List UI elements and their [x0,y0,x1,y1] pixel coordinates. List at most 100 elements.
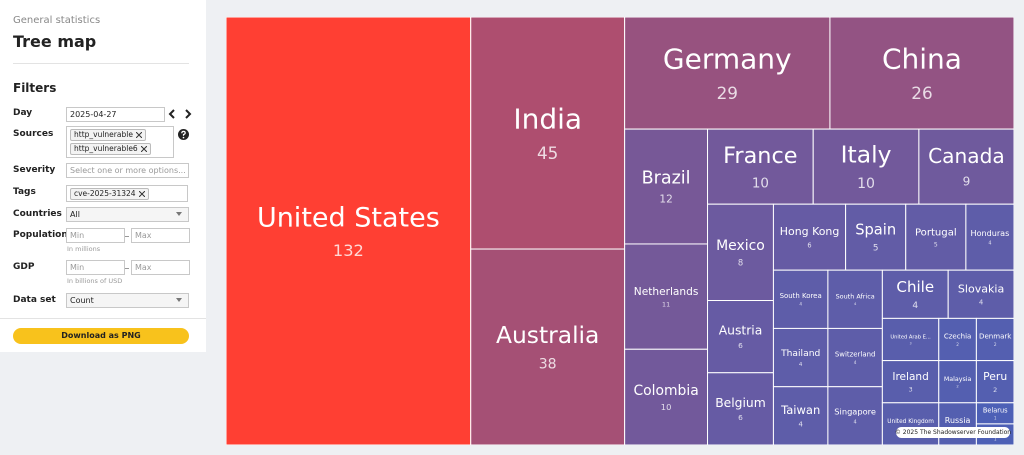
tag[interactable]: cve-2025-31324 [70,188,149,200]
cell-value: 45 [537,143,558,163]
download-button[interactable]: Download as PNG [13,328,189,344]
tag-text: cve-2025-31324 [74,189,136,198]
sidebar: General statistics Tree map Filters Day … [0,0,206,352]
cell-value: 1 [994,436,997,441]
cell-label: Honduras [971,229,1010,238]
cell-value: 5 [934,242,938,249]
cell-value: 9 [963,174,971,188]
credit: © 2025 The Shadowserver Foundation [895,429,1011,436]
treemap-cell [947,269,1014,319]
title: Tree map [13,32,97,51]
treemap-cell [845,203,907,271]
treemap-cell [827,327,883,388]
cell-value: 38 [539,357,557,373]
field-label: Tags [13,187,36,197]
treemap-cell [881,269,949,319]
cell-value: 26 [911,83,932,103]
tag-text: http_vulnerable [74,130,133,139]
dataset-select[interactable]: Count [66,293,189,308]
cell-label: South Africa [836,292,875,300]
cell-value: 4 [979,299,983,307]
cell-value: 3 [910,341,912,345]
cell-value: 2 [956,383,959,388]
max-input[interactable]: Max [131,228,190,243]
cell-label: China [882,42,962,75]
cell-label: Netherlands [634,286,699,298]
cell-label: United Arab E... [890,335,931,341]
cell-label: United States [257,202,440,233]
treemap-cell [975,317,1014,362]
cell-label: Russia [945,416,971,425]
treemap-cell [938,360,977,404]
cell-value: 4 [799,362,803,368]
treemap-cell [827,386,883,445]
cell-label: Spain [855,222,896,239]
min-input[interactable]: Min [66,260,125,275]
cell-label: Canada [928,144,1005,168]
sources-input[interactable]: http_vulnerable http_vulnerable6 [66,126,174,158]
cell-label: Hong Kong [780,225,840,238]
countries-select[interactable]: All [66,207,189,222]
treemap-cell [938,317,977,362]
treemap-cell [812,128,920,205]
cell-label: Slovakia [958,282,1004,295]
divider [13,63,189,64]
cell-label: Italy [841,141,892,169]
cell-label: Colombia [633,383,698,399]
cell-value: 6 [738,341,743,350]
cell-value: 4 [799,302,802,307]
cell-label: Portugal [915,228,957,239]
tag[interactable]: http_vulnerable6 [70,143,151,155]
treemap-cell [226,17,472,445]
cell-label: Germany [663,42,792,75]
tag[interactable]: http_vulnerable [70,129,146,141]
cell-value: 2 [993,386,997,394]
treemap-cell [772,386,829,445]
cell-value: 10 [661,402,672,412]
cell-label: Australia [496,321,599,349]
treemap-cell [829,17,1014,130]
cell-label: Belarus [983,406,1008,414]
cell-value: 1 [994,415,997,420]
cell-value: 6 [807,241,811,249]
field-label: Countries [13,209,62,219]
field-label: GDP [13,262,35,272]
treemap: United States132India45Australia38German… [226,17,1014,445]
field-label: Day [13,108,33,118]
cell-label: Austria [719,324,763,338]
date-input[interactable]: 2025-04-27 [66,107,165,122]
max-input[interactable]: Max [131,260,190,275]
treemap-cell [624,128,709,245]
cell-label: Peru [983,370,1007,383]
severity-input[interactable]: Select one or more options... [66,163,189,178]
field-label: Severity [13,165,56,175]
min-input[interactable]: Min [66,228,125,243]
cell-label: Malaysia [944,376,972,383]
filters-heading: Filters [13,81,57,95]
cell-label: India [513,102,582,135]
help-icon[interactable] [178,129,189,140]
cell-label: Brazil [642,169,691,189]
cell-label: United Kingdom [887,419,934,425]
cell-label: Taiwan [780,403,820,417]
cell-label: Denmark [979,331,1012,340]
cell-value: 3 [909,387,913,394]
cell-value: 2 [956,342,959,347]
cell-value: 10 [752,176,769,191]
cell-value: 4 [854,420,857,426]
treemap-cell [624,17,831,130]
date-arrows[interactable] [168,108,192,120]
cell-label: Czechia [944,331,972,340]
treemap-cell [881,317,940,362]
treemap-cell [707,372,774,445]
tags-input[interactable]: cve-2025-31324 [66,185,188,202]
treemap-cell [975,360,1014,404]
cell-label: Singapore [834,407,876,417]
treemap-cell [624,243,709,350]
field-label: Sources [13,129,54,139]
hint: In millions [67,245,101,253]
cell-value: 4 [854,360,857,365]
cell-label: France [723,143,797,169]
subtitle: General statistics [13,15,101,26]
treemap-cell [965,203,1014,271]
